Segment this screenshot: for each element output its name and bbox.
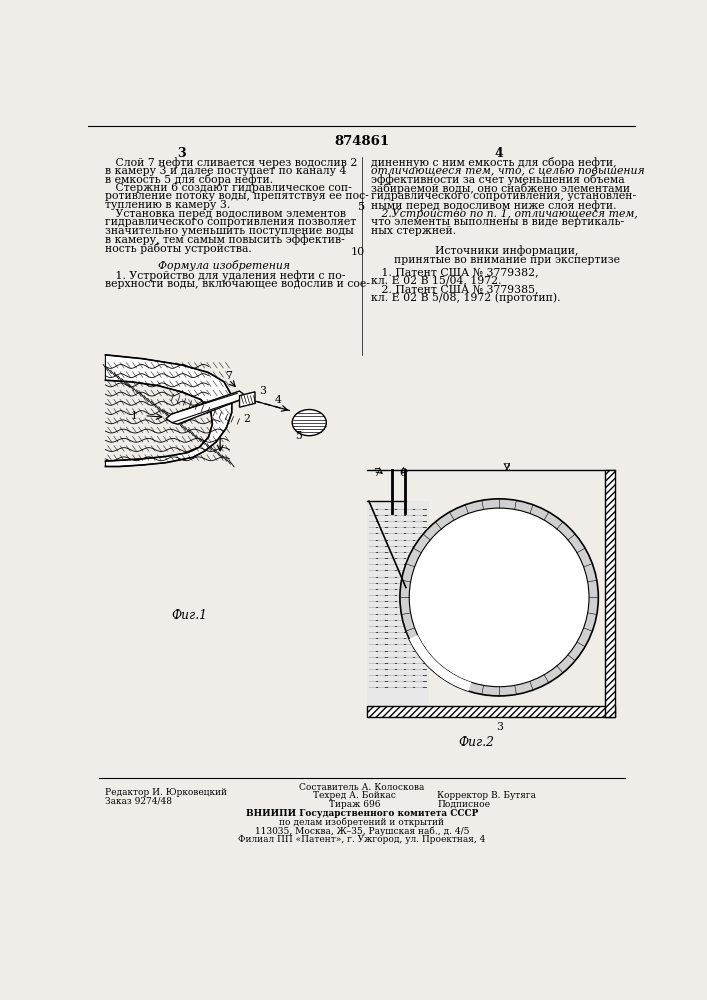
Text: 5: 5 [358,202,365,212]
Text: 1: 1 [131,411,138,421]
Text: 2: 2 [243,414,250,424]
Text: Формула изобретения: Формула изобретения [158,260,290,271]
Text: диненную с ним емкость для сбора нефти,: диненную с ним емкость для сбора нефти, [371,157,617,168]
Text: отличающееся тем, что, с целью повышения: отличающееся тем, что, с целью повышения [371,166,645,176]
Circle shape [409,508,589,687]
Text: ротивление потоку воды, препятствуя ее пос-: ротивление потоку воды, препятствуя ее п… [105,191,369,201]
Text: 4: 4 [495,147,503,160]
Text: кл. Е 02 В 5/08, 1972 (прототип).: кл. Е 02 В 5/08, 1972 (прототип). [371,293,561,303]
Bar [604,470,615,717]
Polygon shape [409,635,472,691]
Text: 113035, Москва, Ж–35, Раушская наб., д. 4/5: 113035, Москва, Ж–35, Раушская наб., д. … [255,826,469,836]
Text: ных стержней.: ных стержней. [371,226,457,236]
Text: по делам изобретений и открытий: по делам изобретений и открытий [279,818,445,827]
Text: 1. Устройство для удаления нефти с по-: 1. Устройство для удаления нефти с по- [105,270,346,281]
Text: в камеру, тем самым повысить эффектив-: в камеру, тем самым повысить эффектив- [105,235,345,245]
Polygon shape [105,355,232,466]
Text: гидравлического сопротивления позволяет: гидравлического сопротивления позволяет [105,217,356,227]
Ellipse shape [292,410,327,436]
Text: 4: 4 [274,395,281,405]
Text: 2: 2 [503,463,510,473]
Text: кл. Е 02 В 15/04, 1972.: кл. Е 02 В 15/04, 1972. [371,276,502,286]
Text: эффективности за счет уменьшения объема: эффективности за счет уменьшения объема [371,174,625,185]
Text: Фиг.1: Фиг.1 [171,609,207,622]
Text: 7: 7 [225,371,232,381]
Text: 3: 3 [496,722,503,732]
Text: Стержни 6 создают гидравлическое соп-: Стержни 6 создают гидравлическое соп- [105,183,352,193]
Text: Техред А. Бойкас: Техред А. Бойкас [313,791,396,800]
Text: Источники информации,: Источники информации, [435,245,578,256]
Text: в емкость 5 для сбора нефти.: в емкость 5 для сбора нефти. [105,174,274,185]
Text: 10: 10 [351,247,365,257]
Text: Заказ 9274/48: Заказ 9274/48 [105,796,173,805]
Text: Корректор В. Бутяга: Корректор В. Бутяга [437,791,536,800]
Text: 3: 3 [177,147,186,160]
Text: принятые во внимание при экспертизе: принятые во внимание при экспертизе [394,255,620,265]
Text: Фиг.2: Фиг.2 [458,736,493,749]
Text: ВНИИПИ Государственного комитета СССР: ВНИИПИ Государственного комитета СССР [246,809,478,818]
Text: забираемой воды, оно снабжено элементами: забираемой воды, оно снабжено элементами [371,183,631,194]
Text: 6: 6 [399,468,407,478]
Text: 7: 7 [373,468,380,478]
Text: ность работы устройства.: ность работы устройства. [105,243,252,254]
Text: гидравлического сопротивления, установлен-: гидравлического сопротивления, установле… [371,191,636,201]
Text: Составитель А. Колоскова: Составитель А. Колоскова [299,783,425,792]
Text: Филиал ПП «Патент», г. Ужгород, ул. Проектная, 4: Филиал ПП «Патент», г. Ужгород, ул. Прое… [238,835,486,844]
Text: 2. Патент США № 3779385,: 2. Патент США № 3779385, [371,284,539,294]
Text: Подписное: Подписное [437,800,490,809]
Text: Редактор И. Юрковецкий: Редактор И. Юрковецкий [105,788,228,797]
Text: ными перед водосливом ниже слоя нефти.: ными перед водосливом ниже слоя нефти. [371,200,617,211]
Polygon shape [240,392,255,407]
Text: что элементы выполнены в виде вертикаль-: что элементы выполнены в виде вертикаль- [371,217,624,227]
Polygon shape [368,501,429,713]
Text: Тираж 696: Тираж 696 [329,800,380,809]
Text: в камеру 3 и далее поступает по каналу 4: в камеру 3 и далее поступает по каналу 4 [105,166,347,176]
Bar [368,706,615,717]
Text: 3: 3 [259,386,266,396]
Text: 874861: 874861 [334,135,390,148]
Text: Установка перед водосливом элементов: Установка перед водосливом элементов [105,209,346,219]
Text: 1. Патент США № 3779382,: 1. Патент США № 3779382, [371,267,539,277]
Circle shape [400,499,598,696]
Text: туплению в камеру 3.: туплению в камеру 3. [105,200,230,210]
Text: Слой 7 нефти сливается через водослив 2: Слой 7 нефти сливается через водослив 2 [105,157,358,168]
Text: 5: 5 [296,431,302,441]
Text: 2.Устройство по п. 1, отличающееся тем,: 2.Устройство по п. 1, отличающееся тем, [371,209,638,219]
Text: значительно уменьшить поступление воды: значительно уменьшить поступление воды [105,226,354,236]
Polygon shape [166,391,247,424]
Text: верхности воды, включающее водослив и сое-: верхности воды, включающее водослив и со… [105,279,370,289]
